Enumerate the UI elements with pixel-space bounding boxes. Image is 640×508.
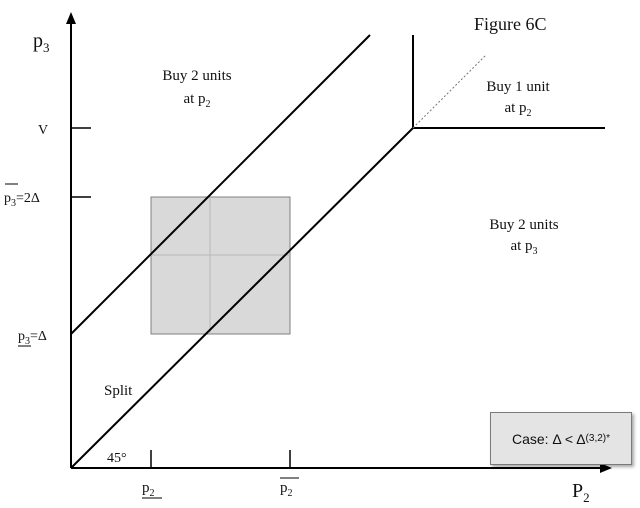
y-axis-label: p3 <box>33 30 50 55</box>
region-top-right-line1: Buy 1 unit <box>486 79 550 95</box>
region-split-label: Split <box>104 383 133 399</box>
y-tick-label-p3-lower: p3=Δ <box>18 329 47 347</box>
y-tick-label-p3-upper: p3=2Δ <box>4 191 40 209</box>
case-subscript: (3,2) <box>585 433 607 444</box>
x-axis-label: P2 <box>572 480 590 505</box>
region-right-line2: at p3 <box>510 238 537 257</box>
region-top-right-line2: at p2 <box>504 100 531 119</box>
x-axis-arrow <box>600 463 612 473</box>
case-text: Case: Δ < Δ <box>511 430 586 447</box>
region-top-left-line1: Buy 2 units <box>162 68 231 84</box>
region-right-line1: Buy 2 units <box>489 217 558 233</box>
region-top-left-line2: at p2 <box>183 91 210 110</box>
x-tick-label-p2-lower: p2 <box>142 480 155 499</box>
case-box: Case: Δ < Δ (3,2) * <box>490 412 632 465</box>
x-tick-label-p2-upper: p2 <box>280 480 293 499</box>
angle-label: 45° <box>107 451 127 466</box>
case-superscript: * <box>606 433 611 444</box>
upper-boundary-line <box>70 34 371 335</box>
shaded-square <box>150 196 291 335</box>
dotted-extension-line <box>412 54 487 129</box>
y-axis-arrow <box>66 12 76 24</box>
y-tick-label-v: V <box>38 123 48 138</box>
forty-five-degree-line <box>70 127 414 469</box>
figure-title: Figure 6C <box>474 14 547 34</box>
